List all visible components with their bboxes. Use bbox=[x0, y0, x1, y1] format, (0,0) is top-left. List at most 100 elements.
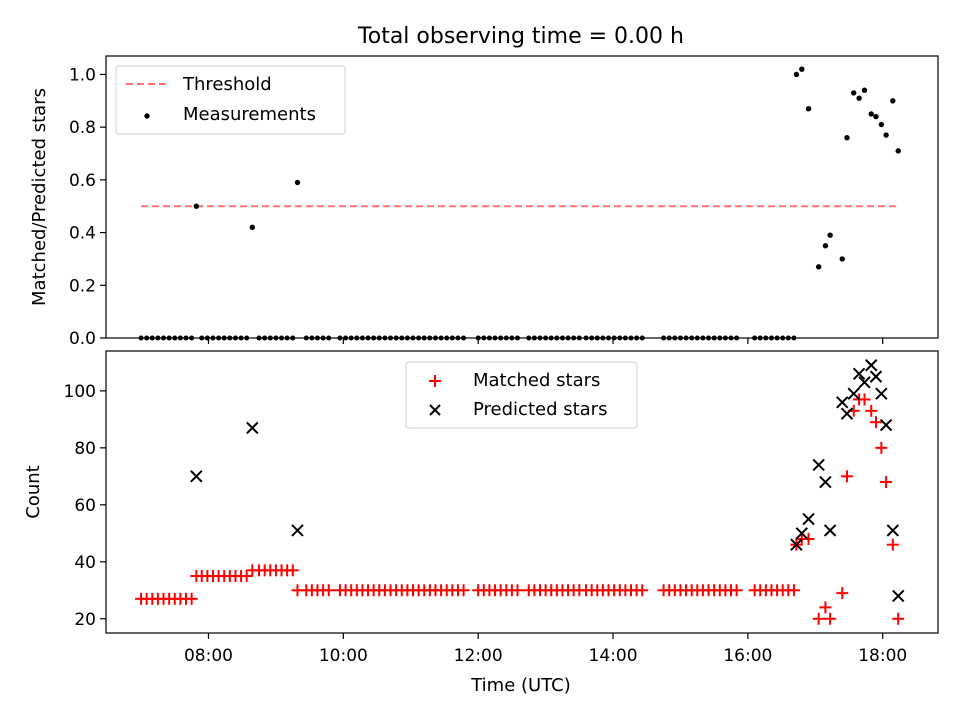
x-axis-label: Time (UTC) bbox=[470, 675, 571, 696]
predicted-star-point bbox=[865, 359, 878, 372]
predicted-star-point bbox=[879, 418, 893, 432]
matched-star-point bbox=[886, 538, 899, 551]
legend-predicted-swatch bbox=[429, 404, 441, 416]
measurement-point bbox=[805, 106, 812, 112]
predicted-star-point bbox=[802, 512, 815, 526]
matched-star-point bbox=[802, 533, 815, 545]
matched-star-point bbox=[322, 584, 335, 597]
measurement-point bbox=[890, 98, 896, 104]
predicted-star-point bbox=[892, 589, 905, 603]
count-y-tick-label: 100 bbox=[64, 382, 96, 402]
ratio-y-tick-label: 0.0 bbox=[69, 329, 96, 349]
matched-star-point bbox=[875, 441, 888, 454]
predicted-star-point bbox=[291, 524, 304, 537]
legend-matched-label: Matched stars bbox=[473, 370, 600, 391]
legend-measurements-swatch bbox=[144, 113, 150, 119]
ratio-x-ticks bbox=[207, 338, 884, 344]
ratio-y-ticks: 0.0 0.2 0.4 0.6 0.8 1.0 bbox=[69, 65, 106, 349]
matched-baseline-points bbox=[135, 564, 800, 605]
predicted-star-point bbox=[847, 387, 860, 400]
ratio-y-tick-label: 0.2 bbox=[69, 276, 96, 296]
matched-star-point bbox=[457, 584, 470, 597]
measurement-point bbox=[193, 203, 200, 209]
count-axes-frame bbox=[105, 350, 939, 634]
predicted-star-point bbox=[836, 396, 849, 409]
matched-star-point bbox=[865, 404, 878, 417]
measurement-point bbox=[856, 95, 862, 101]
predicted-star-point bbox=[875, 387, 888, 400]
matched-star-point bbox=[730, 584, 743, 597]
matched-star-point bbox=[246, 564, 259, 577]
predicted-star-point bbox=[190, 470, 203, 483]
measurement-point bbox=[861, 87, 868, 93]
matched-star-point bbox=[836, 587, 849, 600]
ratio-y-axis-label: Matched/Predicted stars bbox=[29, 88, 50, 306]
count-x-tick-label: 10:00 bbox=[319, 646, 368, 666]
ratio-legend-box bbox=[115, 65, 346, 135]
predicted-star-point bbox=[790, 538, 803, 551]
measurement-point bbox=[294, 179, 301, 186]
count-y-tick-label: 60 bbox=[74, 496, 96, 516]
zero-measurements bbox=[138, 335, 797, 341]
measurement-point bbox=[839, 256, 845, 262]
matched-star-point bbox=[511, 584, 524, 597]
count-legend-box bbox=[405, 361, 638, 429]
legend-predicted-label: Predicted stars bbox=[473, 399, 607, 420]
measurement-point bbox=[827, 232, 833, 238]
predicted-star-point bbox=[795, 527, 809, 540]
matched-star-point bbox=[819, 601, 832, 614]
predicted-star-point bbox=[823, 524, 837, 537]
measurement-point bbox=[815, 264, 822, 270]
chart-title: Total observing time = 0.00 h bbox=[357, 24, 684, 49]
count-y-tick-label: 20 bbox=[74, 610, 96, 630]
predicted-star-point bbox=[246, 421, 259, 435]
matched-star-point bbox=[824, 612, 837, 625]
predicted-star-point bbox=[886, 524, 900, 537]
predicted-star-point bbox=[858, 376, 871, 389]
matched-star-point bbox=[636, 584, 649, 597]
matched-star-point bbox=[892, 612, 905, 625]
ratio-legend: Threshold Measurements bbox=[115, 65, 346, 135]
measurement-point bbox=[868, 111, 874, 117]
matched-star-point bbox=[840, 470, 853, 483]
measurement-points bbox=[193, 66, 901, 270]
count-panel: 20 40 60 80 100 08:00 10:00 12:00 14:00 16:00 18:… bbox=[23, 350, 939, 696]
measurement-point bbox=[799, 66, 805, 72]
ratio-axes-frame bbox=[105, 55, 939, 339]
matched-star-point bbox=[880, 476, 893, 489]
legend-measurements-label: Measurements bbox=[183, 104, 316, 125]
matched-star-point bbox=[291, 584, 304, 597]
count-x-tick-label: 16:00 bbox=[723, 646, 772, 666]
predicted-star-point bbox=[852, 367, 866, 380]
count-x-tick-label: 14:00 bbox=[589, 646, 638, 666]
count-y-tick-label: 40 bbox=[74, 553, 96, 573]
predicted-star-point bbox=[869, 370, 883, 383]
ratio-y-tick-label: 1.0 bbox=[69, 65, 96, 85]
predicted-star-point bbox=[812, 458, 825, 472]
predicted-star-point bbox=[819, 475, 832, 489]
measurement-point bbox=[844, 135, 850, 141]
measurement-point bbox=[873, 113, 879, 120]
ratio-panel: 0.0 0.2 0.4 0.6 0.8 1.0 Matched/Predicted sta… bbox=[29, 55, 939, 349]
measurement-point bbox=[822, 243, 829, 249]
count-x-tick-label: 18:00 bbox=[858, 646, 907, 666]
legend-matched-swatch bbox=[429, 375, 441, 387]
count-x-tick-label: 08:00 bbox=[184, 646, 233, 666]
ratio-y-tick-label: 0.8 bbox=[69, 118, 96, 138]
measurement-point bbox=[249, 224, 256, 231]
count-y-ticks: 20 40 60 80 100 bbox=[64, 382, 106, 630]
matched-star-point bbox=[787, 584, 800, 597]
ratio-y-tick-label: 0.4 bbox=[69, 224, 96, 244]
legend-threshold-label: Threshold bbox=[182, 74, 272, 95]
matched-star-point bbox=[286, 564, 299, 577]
measurement-point bbox=[895, 148, 901, 154]
predicted-star-point bbox=[840, 407, 854, 420]
count-legend: Matched stars Predicted stars bbox=[405, 361, 638, 429]
matched-star-points bbox=[190, 393, 905, 625]
matched-star-point bbox=[812, 612, 825, 625]
measurement-point bbox=[878, 121, 885, 128]
matched-star-point bbox=[858, 393, 871, 406]
matched-star-point bbox=[190, 570, 203, 583]
count-x-tick-label: 12:00 bbox=[454, 646, 503, 666]
